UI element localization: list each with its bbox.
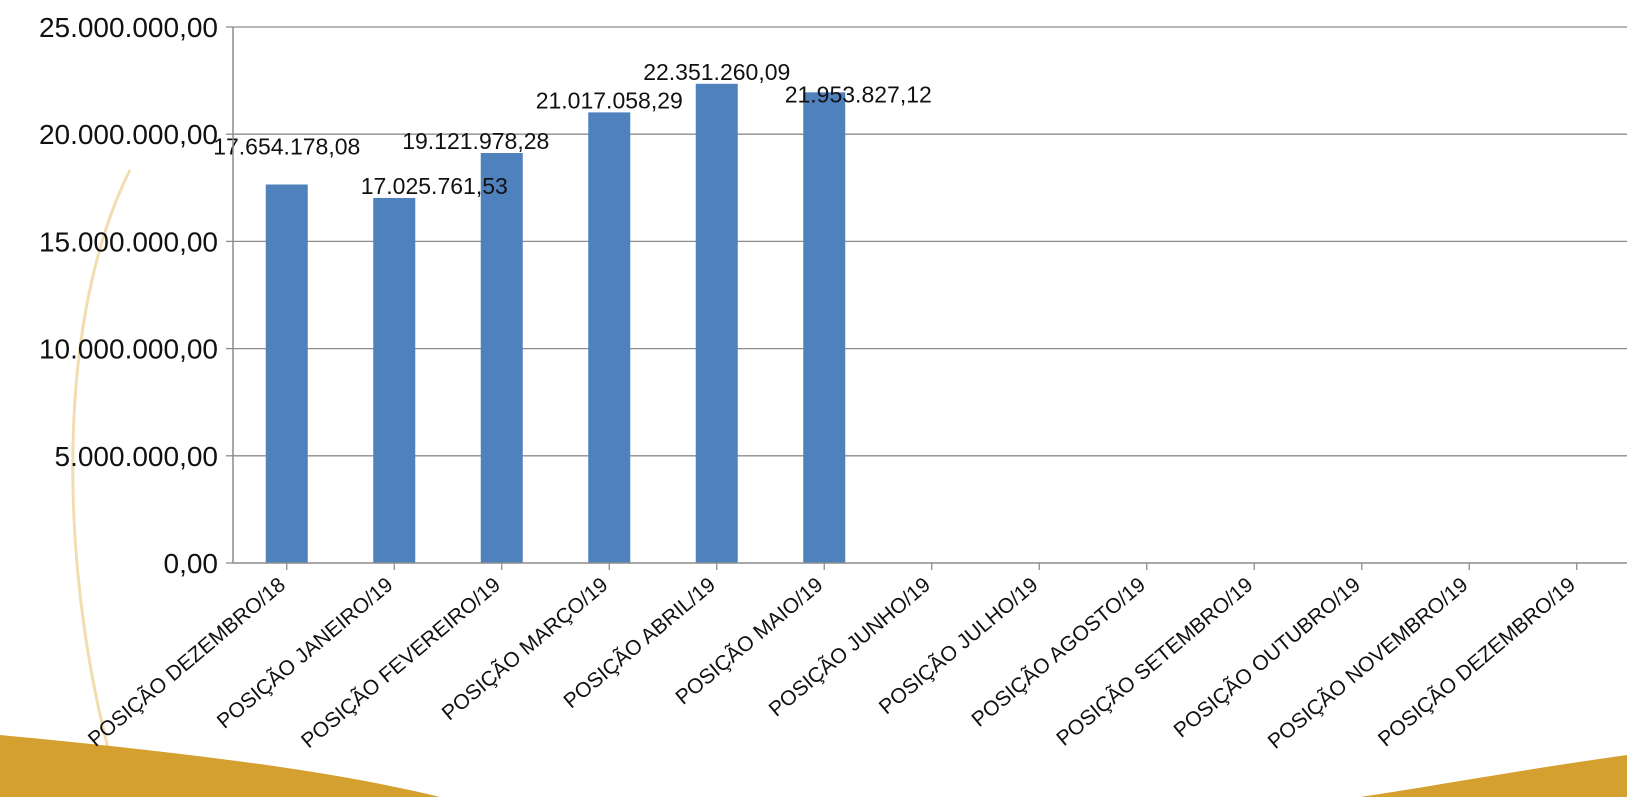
- x-tick-label: POSIÇÃO JANEIRO/19: [212, 572, 397, 733]
- data-label: 17.025.761,53: [361, 173, 508, 199]
- y-tick-label: 15.000.000,00: [39, 226, 218, 257]
- x-tick-label: POSIÇÃO DEZEMBRO/18: [83, 572, 290, 751]
- x-tick-label: POSIÇÃO FEVEREIRO/19: [296, 572, 505, 752]
- decorative-swoosh-left: [0, 735, 440, 797]
- bar: [480, 153, 523, 563]
- y-tick-label: 10.000.000,00: [39, 334, 218, 365]
- x-tick-label: POSIÇÃO DEZEMBRO/19: [1373, 572, 1580, 751]
- bar: [373, 197, 416, 564]
- y-tick-label: 25.000.000,00: [39, 12, 218, 43]
- y-tick-label: 5.000.000,00: [55, 441, 219, 472]
- data-label: 21.017.058,29: [536, 87, 683, 113]
- decorative-swoosh-right: [1360, 755, 1627, 797]
- y-tick-label: 20.000.000,00: [39, 119, 218, 150]
- x-tick-label: POSIÇÃO NOVEMBRO/19: [1263, 572, 1472, 753]
- x-tick-label: POSIÇÃO SETEMBRO/19: [1052, 572, 1258, 750]
- data-label: 17.654.178,08: [213, 133, 360, 159]
- data-label: 21.953.827,12: [785, 81, 932, 107]
- x-tick-label: POSIÇÃO OUTUBRO/19: [1169, 572, 1365, 742]
- data-label: 19.121.978,28: [402, 128, 549, 154]
- bar: [265, 184, 308, 563]
- bar: [695, 83, 738, 563]
- bar: [588, 112, 631, 563]
- gridlines: [226, 26, 1627, 564]
- slide-background-decoration: [0, 169, 1627, 798]
- axes: [232, 27, 1627, 570]
- x-tick-label: POSIÇÃO AGOSTO/19: [967, 572, 1150, 731]
- y-tick-label: 0,00: [164, 548, 219, 579]
- data-label: 22.351.260,09: [643, 59, 790, 85]
- y-axis-tick-labels: 0,00 5.000.000,00 10.000.000,00 15.000.000,…: [39, 12, 218, 579]
- bar: [803, 92, 846, 564]
- decorative-arc: [71, 169, 132, 798]
- bars: [265, 83, 846, 564]
